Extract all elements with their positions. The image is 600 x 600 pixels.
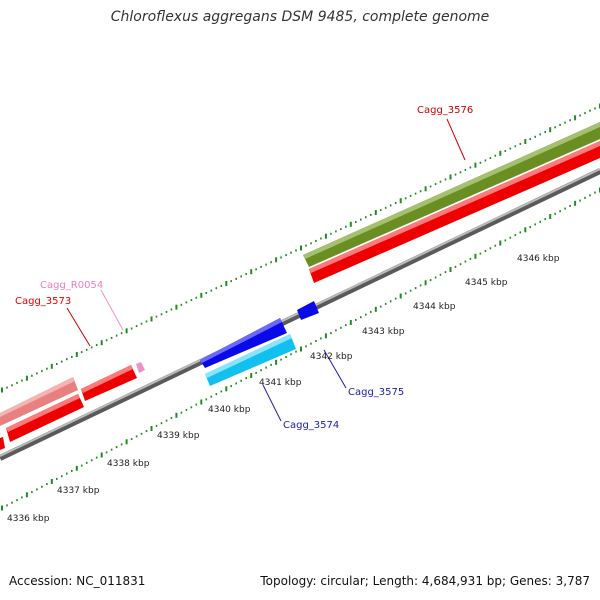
gene-label-cagg-3573[interactable]: Cagg_3573 (15, 296, 71, 307)
gene-salmon-far-left-highlight (0, 377, 75, 417)
tick-label: 4341 kbp (259, 378, 302, 388)
gene-cagg-3575-cyan-highlight (205, 334, 292, 378)
tick-label: 4342 kbp (310, 352, 353, 362)
map-title: Chloroflexus aggregans DSM 9485, complet… (110, 9, 490, 25)
tick-label: 4345 kbp (465, 278, 508, 288)
tick-label: 4339 kbp (157, 431, 200, 441)
tick-label: 4336 kbp (7, 514, 50, 524)
tick-label: 4346 kbp (517, 254, 560, 264)
feature-track (0, 122, 600, 450)
gene-label-cagg-r0054[interactable]: Cagg_R0054 (40, 280, 103, 291)
tick-label: 4338 kbp (107, 459, 150, 469)
gene-red-edge[interactable] (0, 437, 5, 450)
gene-blue-small[interactable] (297, 301, 319, 320)
gene-cagg-r0054-pink[interactable] (136, 362, 145, 373)
gene-cagg-3576-olive-highlight (303, 122, 600, 259)
gene-red-strand-right-highlight (309, 141, 600, 273)
tick-labels: 4336 kbp 4337 kbp 4338 kbp 4339 kbp 4340… (7, 254, 560, 524)
gene-label-cagg-3576[interactable]: Cagg_3576 (417, 105, 473, 116)
gene-cagg-3575-cyan[interactable] (205, 334, 296, 386)
gene-label-cagg-3575[interactable]: Cagg_3575 (348, 387, 404, 398)
tick-label: 4343 kbp (362, 327, 405, 337)
tick-label: 4344 kbp (413, 302, 456, 312)
gene-red-far-left[interactable] (6, 394, 84, 442)
gene-cagg-3574-blue-highlight (200, 318, 282, 363)
genome-summary-text: Topology: circular; Length: 4,684,931 bp… (260, 574, 590, 588)
gene-salmon-far-left[interactable] (0, 377, 78, 426)
outer-tick-ring (1, 103, 600, 393)
accession-text: Accession: NC_011831 (9, 574, 146, 588)
tick-label: 4337 kbp (57, 486, 100, 496)
gene-cagg-3573-red[interactable] (81, 365, 137, 401)
gene-labels: Cagg_3576 Cagg_R0054 Cagg_3573 Cagg_3575… (15, 105, 473, 431)
gene-red-far-left-highlight (6, 394, 80, 432)
gene-cagg-3573-red-highlight (81, 365, 133, 393)
gene-label-cagg-3574[interactable]: Cagg_3574 (283, 420, 339, 431)
tick-label: 4340 kbp (208, 405, 251, 415)
label-pointers (66, 118, 466, 422)
inner-tick-ring (1, 187, 600, 511)
